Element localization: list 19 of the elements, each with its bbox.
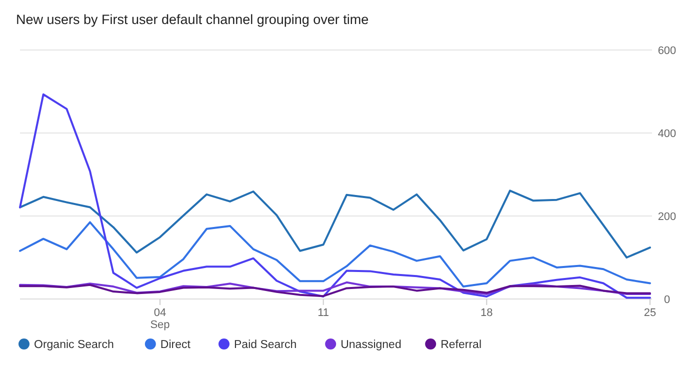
chart-title: New users by First user default channel grouping over time	[16, 12, 369, 27]
y-tick-label: 200	[658, 211, 676, 223]
y-tick-label: 600	[658, 45, 676, 57]
line-series	[19, 190, 651, 258]
line-series	[19, 93, 651, 299]
x-tick-label: 04 Sep	[150, 307, 170, 331]
line-series	[19, 281, 651, 296]
line-series	[19, 284, 651, 298]
legend-label: Direct	[160, 339, 192, 351]
x-tick-label: 18	[480, 307, 493, 319]
x-tick-label: 11	[318, 307, 330, 319]
legend-label: Paid Search	[234, 339, 297, 351]
legend-label: Organic Search	[34, 339, 114, 351]
y-tick-label: 0	[664, 294, 670, 306]
y-tick-label: 400	[658, 128, 676, 140]
legend-label: Referral	[440, 339, 482, 351]
legend-label: Unassigned	[340, 339, 402, 351]
line-series	[19, 221, 651, 288]
x-tick-label: 25	[644, 307, 656, 319]
